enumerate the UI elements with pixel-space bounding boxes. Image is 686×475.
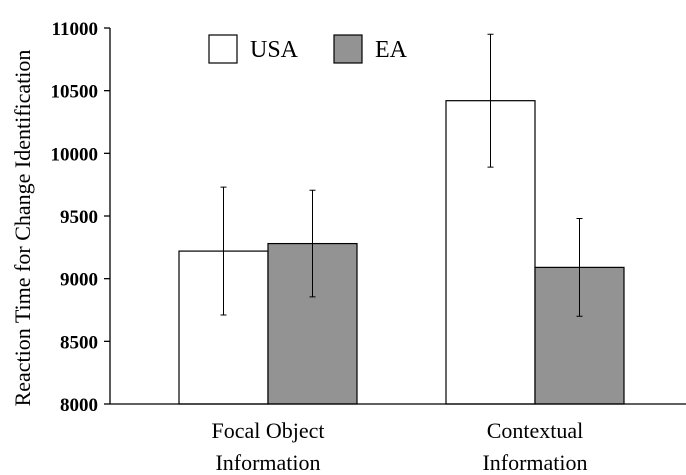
- y-tick-label: 11000: [52, 19, 98, 40]
- y-tick-label: 8500: [60, 332, 98, 353]
- y-axis-title: Reaction Time for Change Identification: [10, 50, 35, 407]
- bars: [179, 101, 624, 404]
- x-category-label: Information: [215, 450, 320, 475]
- legend-label-usa: USA: [250, 37, 299, 63]
- y-tick-label: 8000: [60, 395, 98, 416]
- legend-label-ea: EA: [375, 37, 408, 63]
- y-tick-label: 10500: [51, 82, 99, 103]
- y-tick-label: 10000: [51, 144, 99, 165]
- x-axis-categories: Focal Object Information Contextual Informa…: [211, 418, 587, 475]
- y-tick-label: 9000: [60, 270, 98, 291]
- legend: USA EA: [209, 35, 408, 63]
- legend-swatch-ea: [334, 35, 362, 63]
- x-category-label: Focal Object: [211, 418, 324, 443]
- legend-swatch-usa: [209, 35, 237, 63]
- y-tick-label: 9500: [60, 207, 98, 228]
- x-category-label: Contextual: [487, 418, 584, 443]
- x-category-label: Information: [482, 450, 587, 475]
- y-axis-ticks: 8000 8500 9000 9500 10000 10500 11000: [51, 19, 111, 416]
